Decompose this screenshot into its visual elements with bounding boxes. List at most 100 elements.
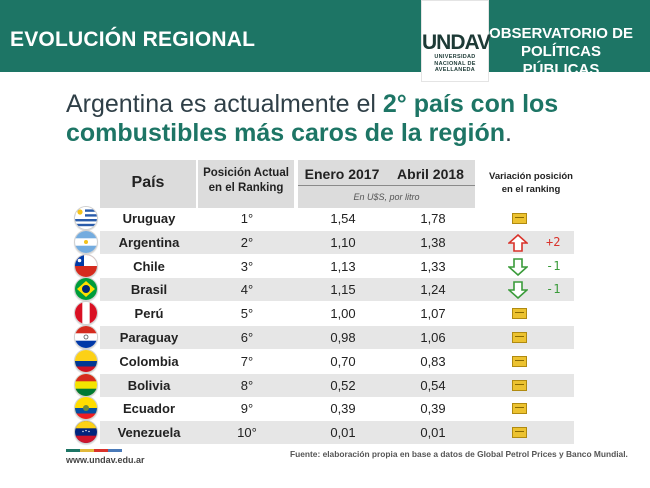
apr2018-price-cell: 1,24 (420, 282, 446, 297)
rank-change-value: -1 (546, 259, 561, 273)
header-cell-position-bg (198, 160, 294, 208)
table-row: Bolivia 8° 0,52 0,54 (100, 374, 574, 397)
table-row: Colombia 7° 0,70 0,83 (100, 350, 574, 373)
jan2017-price-cell: 0,52 (330, 378, 356, 393)
position-cell: 5° (240, 306, 254, 321)
rank-change-value: -1 (546, 282, 561, 296)
column-header-jan2017: Enero 2017 (304, 166, 380, 182)
country-cell: Paraguay (119, 330, 179, 345)
table-row: Perú 5° 1,00 1,07 (100, 302, 574, 325)
column-header-position-line2: en el Ranking (208, 182, 284, 194)
table-row: Argentina 2° 1,10 1,38 (100, 231, 574, 254)
position-cell: 4° (240, 282, 254, 297)
source-note: Fuente: elaboración propia en base a dat… (290, 449, 628, 459)
jan2017-price-cell: 0,70 (330, 354, 356, 369)
jan2017-price-cell: 1,13 (330, 259, 356, 274)
no-change-icon (512, 213, 527, 224)
logo-sub-line3: AVELLANEDA (434, 67, 476, 73)
position-cell: 7° (240, 354, 254, 369)
jan2017-price-cell: 1,15 (330, 282, 356, 297)
jan2017-price-cell: 1,54 (330, 211, 356, 226)
flag-icon (74, 396, 98, 420)
country-cell: Chile (133, 259, 165, 274)
flag-icon (74, 254, 98, 278)
apr2018-price-cell: 0,39 (420, 401, 446, 416)
flag-icon (74, 277, 98, 301)
logo-sub-line1: UNIVERSIDAD (434, 54, 476, 60)
position-cell: 1° (240, 211, 254, 226)
headline-bold: 2° país con los combustibles más caros d… (66, 90, 559, 147)
country-cell: Ecuador (122, 401, 175, 416)
jan2017-price-cell: 0,98 (330, 330, 356, 345)
brand-color-bar (66, 449, 122, 452)
unit-note: En U$S, por litro (353, 192, 420, 202)
header-cell-country-bg (100, 160, 196, 208)
headline-part1: Argentina es actualmente el (66, 90, 383, 118)
country-cell: Bolivia (127, 378, 171, 393)
no-change-icon (512, 427, 527, 438)
flag-icon (74, 420, 98, 444)
arrow-up-icon (506, 233, 530, 252)
country-cell: Colombia (119, 354, 179, 369)
position-cell: 6° (240, 330, 254, 345)
position-cell: 10° (237, 425, 257, 440)
no-change-icon (512, 380, 527, 391)
column-header-position: Posición Actual en el Ranking (198, 166, 294, 196)
country-cell: Uruguay (122, 211, 176, 226)
flag-icon (74, 230, 98, 254)
headline: Argentina es actualmente el 2° país con … (66, 90, 626, 148)
apr2018-price-cell: 0,01 (420, 425, 446, 440)
observatory-title-line2: POLÍTICAS PÚBLICAS (520, 43, 601, 78)
position-cell: 3° (240, 259, 254, 274)
apr2018-price-cell: 1,06 (420, 330, 446, 345)
flag-icon (74, 206, 98, 230)
no-change-icon (512, 403, 527, 414)
footer-url[interactable]: www.undav.edu.ar (66, 455, 145, 465)
apr2018-price-cell: 0,83 (420, 354, 446, 369)
logo-subtitle: UNIVERSIDAD NACIONAL DE AVELLANEDA (422, 54, 488, 74)
logo-text: UNDAV (422, 31, 491, 54)
logo-sub-line2: NACIONAL DE (434, 60, 476, 67)
flag-icon (74, 325, 98, 349)
table-row: Uruguay 1° 1,54 1,78 (100, 207, 574, 230)
position-cell: 2° (240, 235, 254, 250)
table-row: Venezuela 10° 0,01 0,01 (100, 421, 574, 444)
apr2018-price-cell: 1,33 (420, 259, 446, 274)
headline-part2: . (505, 119, 512, 147)
country-cell: Argentina (118, 235, 180, 250)
table-row: Brasil 4° 1,15 1,24 (100, 278, 574, 301)
jan2017-price-cell: 1,10 (330, 235, 356, 250)
jan2017-price-cell: 1,00 (330, 306, 356, 321)
arrow-down-icon (506, 258, 530, 277)
column-header-variation-line2: en el ranking (501, 184, 561, 195)
column-header-position-line1: Posición Actual (203, 167, 289, 179)
apr2018-price-cell: 0,54 (420, 378, 446, 393)
flag-icon (74, 301, 98, 325)
column-header-apr2018: Abril 2018 (397, 166, 464, 182)
apr2018-price-cell: 1,07 (420, 306, 446, 321)
header-band (0, 0, 650, 72)
rank-change-value: +2 (546, 235, 561, 249)
country-cell: Brasil (130, 282, 168, 297)
column-header-country: País (131, 174, 165, 191)
header-cell-prices-bg (298, 160, 475, 208)
position-cell: 8° (240, 378, 254, 393)
flag-icon (74, 349, 98, 373)
arrow-down-icon (506, 281, 530, 300)
country-cell: Perú (134, 306, 164, 321)
column-header-variation-line1: Variación posición (489, 171, 573, 182)
section-title: EVOLUCIÓN REGIONAL (10, 28, 256, 51)
header-divider (298, 185, 475, 186)
no-change-icon (512, 332, 527, 343)
table-row: Ecuador 9° 0,39 0,39 (100, 397, 574, 420)
apr2018-price-cell: 1,38 (420, 235, 446, 250)
jan2017-price-cell: 0,39 (330, 401, 356, 416)
no-change-icon (512, 308, 527, 319)
table-row: Chile 3° 1,13 1,33 (100, 255, 574, 278)
position-cell: 9° (240, 401, 254, 416)
jan2017-price-cell: 0,01 (330, 425, 356, 440)
observatory-title: OBSERVATORIO DE POLÍTICAS PÚBLICAS (486, 25, 636, 79)
no-change-icon (512, 356, 527, 367)
observatory-title-line1: OBSERVATORIO DE (489, 25, 633, 42)
column-header-variation: Variación posición en el ranking (476, 170, 586, 196)
